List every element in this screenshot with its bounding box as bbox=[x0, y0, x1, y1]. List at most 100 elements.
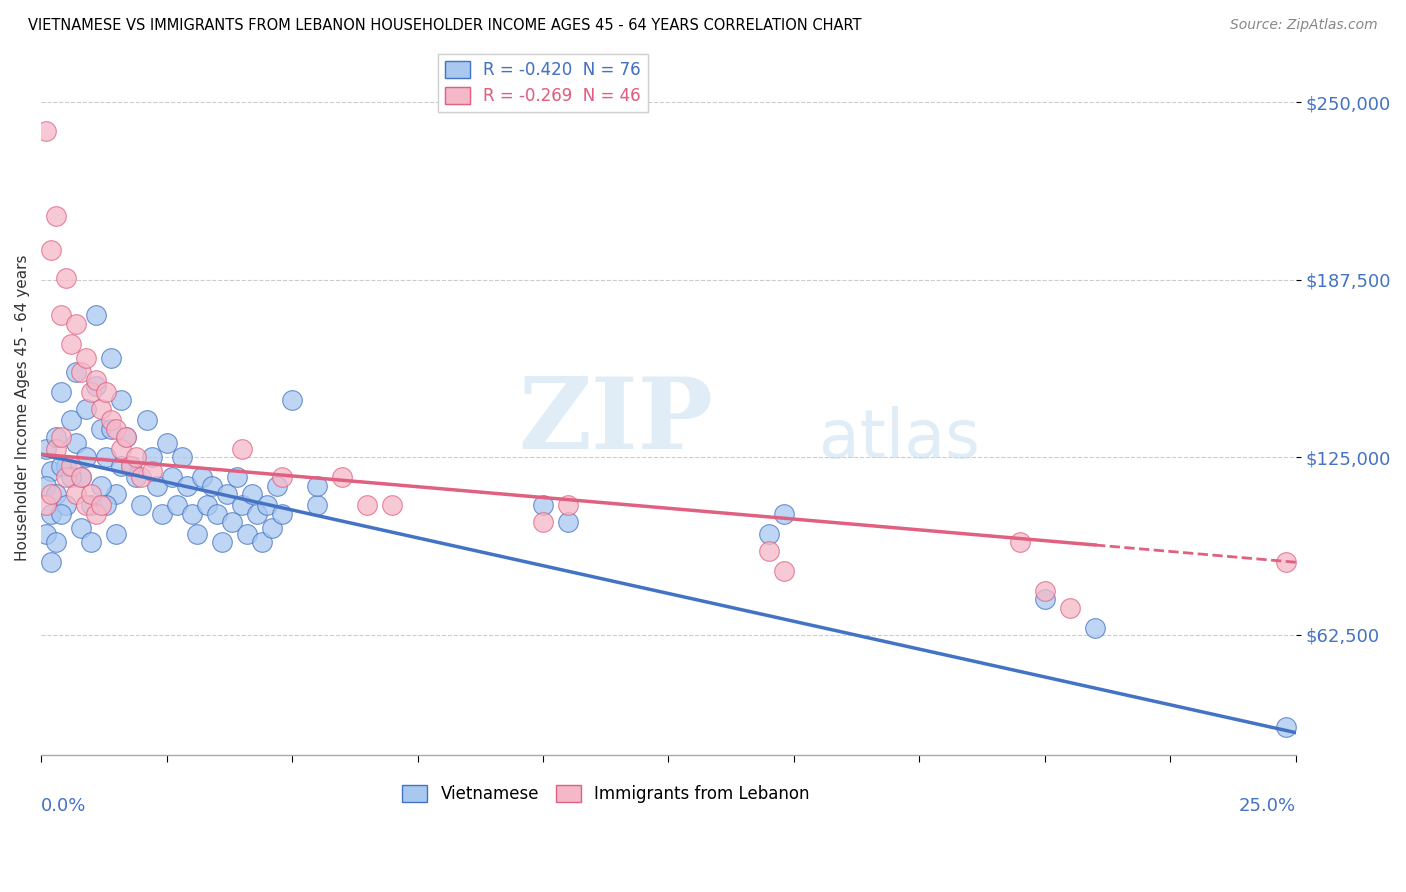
Point bbox=[45, 430, 67, 444]
Point bbox=[65, 365, 87, 379]
Point bbox=[131, 470, 153, 484]
Point bbox=[557, 516, 579, 530]
Point bbox=[105, 526, 128, 541]
Point bbox=[55, 470, 77, 484]
Point bbox=[155, 436, 177, 450]
Point bbox=[186, 526, 208, 541]
Point bbox=[190, 470, 212, 484]
Point bbox=[39, 243, 62, 257]
Point bbox=[246, 507, 269, 521]
Text: VIETNAMESE VS IMMIGRANTS FROM LEBANON HOUSEHOLDER INCOME AGES 45 - 64 YEARS CORR: VIETNAMESE VS IMMIGRANTS FROM LEBANON HO… bbox=[28, 18, 862, 33]
Point bbox=[60, 336, 83, 351]
Point bbox=[271, 507, 294, 521]
Point bbox=[271, 470, 294, 484]
Point bbox=[758, 544, 780, 558]
Point bbox=[90, 422, 112, 436]
Point bbox=[1084, 621, 1107, 635]
Point bbox=[115, 430, 138, 444]
Point bbox=[90, 401, 112, 416]
Point bbox=[141, 450, 163, 465]
Point bbox=[531, 499, 554, 513]
Point bbox=[773, 564, 796, 578]
Point bbox=[80, 487, 103, 501]
Point bbox=[70, 470, 93, 484]
Point bbox=[260, 521, 283, 535]
Point bbox=[100, 422, 122, 436]
Point bbox=[51, 430, 73, 444]
Point bbox=[330, 470, 353, 484]
Text: 0.0%: 0.0% bbox=[41, 797, 87, 815]
Point bbox=[281, 393, 304, 408]
Point bbox=[160, 470, 183, 484]
Point bbox=[75, 450, 97, 465]
Point bbox=[135, 413, 157, 427]
Point bbox=[70, 365, 93, 379]
Point bbox=[80, 535, 103, 549]
Point bbox=[35, 499, 58, 513]
Point bbox=[86, 379, 108, 393]
Point bbox=[86, 374, 108, 388]
Point bbox=[100, 351, 122, 365]
Point bbox=[45, 442, 67, 456]
Point bbox=[773, 507, 796, 521]
Point bbox=[758, 526, 780, 541]
Point bbox=[70, 470, 93, 484]
Point bbox=[1059, 600, 1081, 615]
Point bbox=[35, 526, 58, 541]
Point bbox=[96, 384, 118, 399]
Point bbox=[266, 478, 288, 492]
Point bbox=[39, 487, 62, 501]
Point bbox=[120, 458, 142, 473]
Point bbox=[35, 123, 58, 137]
Point bbox=[96, 450, 118, 465]
Point bbox=[51, 308, 73, 322]
Point bbox=[75, 499, 97, 513]
Point bbox=[105, 487, 128, 501]
Point bbox=[250, 535, 273, 549]
Point bbox=[110, 393, 132, 408]
Point bbox=[131, 499, 153, 513]
Point bbox=[110, 442, 132, 456]
Text: ZIP: ZIP bbox=[517, 373, 713, 470]
Text: atlas: atlas bbox=[820, 406, 980, 472]
Point bbox=[176, 478, 198, 492]
Point bbox=[55, 499, 77, 513]
Point bbox=[236, 526, 259, 541]
Point bbox=[195, 499, 218, 513]
Point bbox=[531, 516, 554, 530]
Point bbox=[75, 351, 97, 365]
Point bbox=[80, 384, 103, 399]
Point bbox=[86, 308, 108, 322]
Point bbox=[60, 470, 83, 484]
Point bbox=[51, 507, 73, 521]
Point bbox=[55, 458, 77, 473]
Point bbox=[110, 458, 132, 473]
Point bbox=[51, 384, 73, 399]
Point bbox=[65, 436, 87, 450]
Point bbox=[180, 507, 202, 521]
Point bbox=[1274, 720, 1296, 734]
Point bbox=[86, 507, 108, 521]
Point bbox=[141, 464, 163, 478]
Point bbox=[60, 458, 83, 473]
Text: 25.0%: 25.0% bbox=[1239, 797, 1296, 815]
Point bbox=[166, 499, 188, 513]
Point bbox=[225, 470, 247, 484]
Point bbox=[215, 487, 238, 501]
Point bbox=[381, 499, 404, 513]
Point bbox=[221, 516, 243, 530]
Point bbox=[307, 499, 329, 513]
Point bbox=[35, 478, 58, 492]
Point bbox=[201, 478, 224, 492]
Point bbox=[125, 470, 148, 484]
Point bbox=[1033, 583, 1056, 598]
Point bbox=[39, 555, 62, 569]
Point bbox=[145, 478, 167, 492]
Text: Source: ZipAtlas.com: Source: ZipAtlas.com bbox=[1230, 18, 1378, 32]
Point bbox=[1033, 592, 1056, 607]
Point bbox=[125, 450, 148, 465]
Point bbox=[45, 535, 67, 549]
Point bbox=[39, 464, 62, 478]
Point bbox=[45, 487, 67, 501]
Point bbox=[60, 413, 83, 427]
